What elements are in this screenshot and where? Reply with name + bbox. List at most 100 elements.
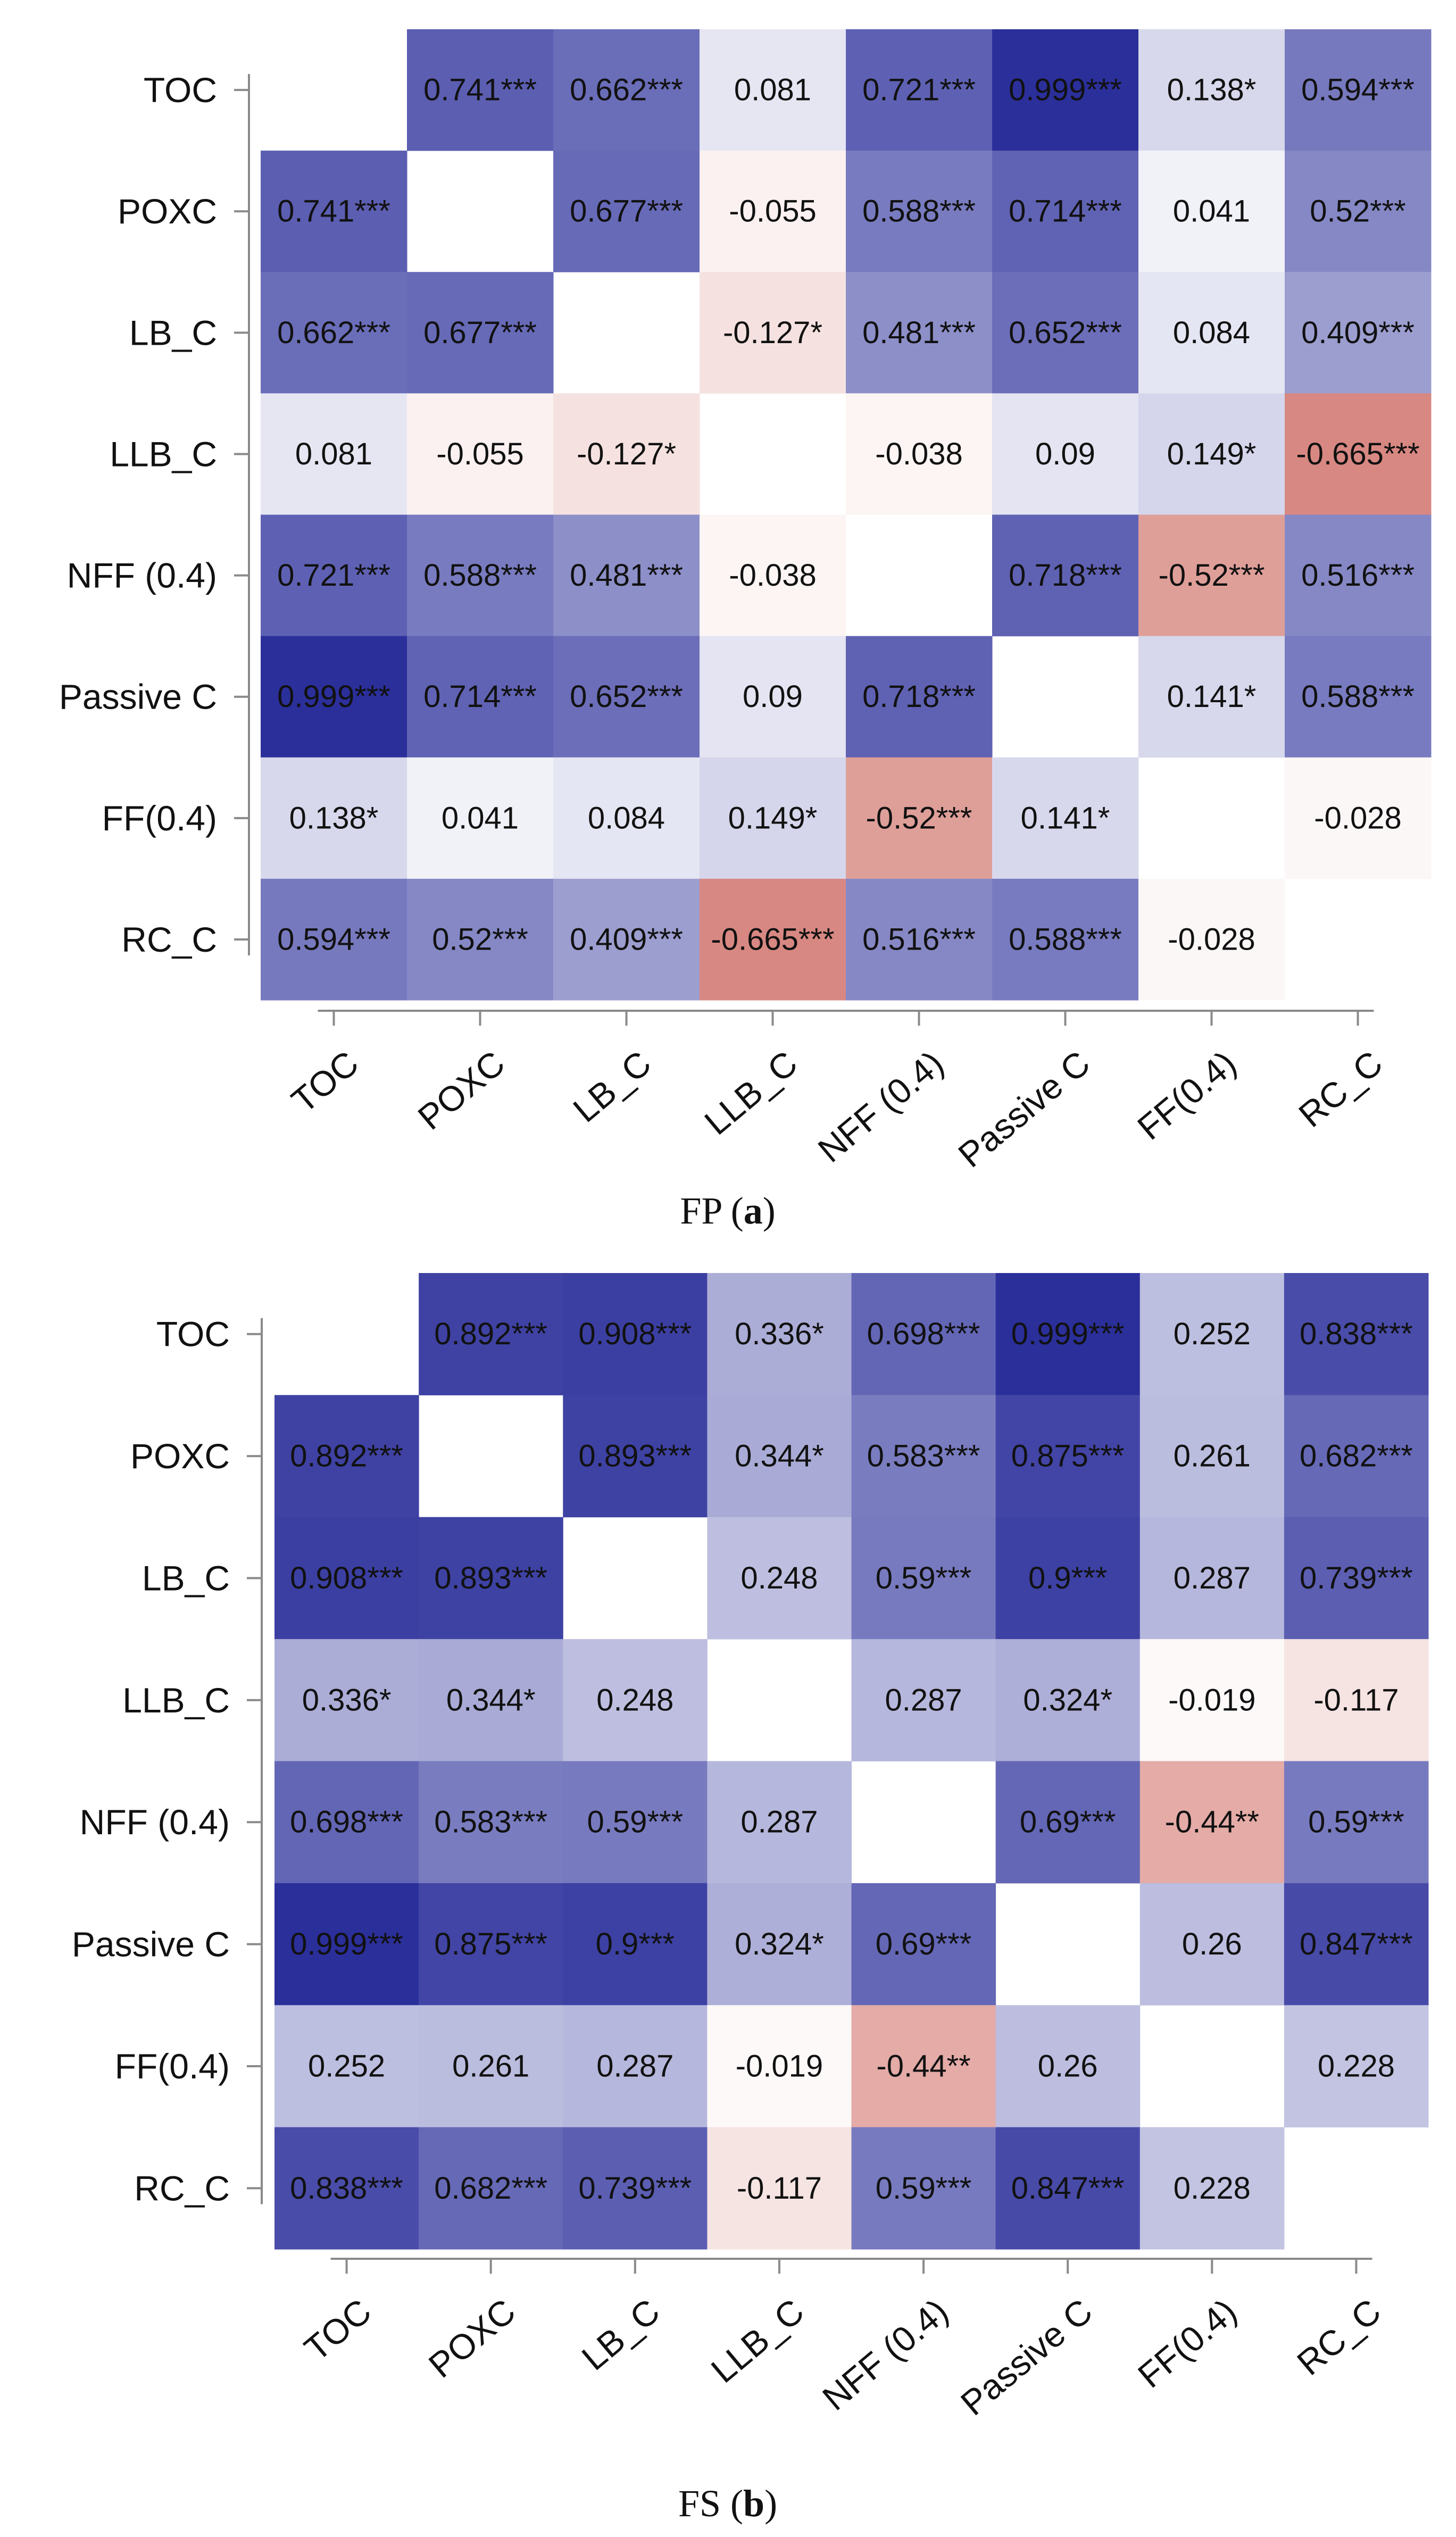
heatmap-cell	[1284, 1639, 1429, 1761]
column-label: Passive C	[951, 1043, 1097, 1175]
cell-value-label: 0.287	[885, 1683, 962, 1717]
cell-value-label: 0.583***	[434, 1805, 547, 1840]
panel-caption: FS (b)	[678, 2482, 777, 2525]
heatmap-cell	[407, 757, 554, 879]
heatmap-cell	[707, 1517, 852, 1640]
cell-value-label: 0.084	[588, 801, 665, 835]
heatmap-cell	[995, 1761, 1141, 1884]
column-label: RC_C	[1289, 2291, 1388, 2383]
heatmap-cell	[846, 29, 993, 151]
cell-value-label: 0.138*	[289, 801, 379, 835]
row-label: LB_C	[142, 1558, 230, 1598]
cell-value-label: 0.252	[1174, 1317, 1251, 1351]
cell-value-label: -0.019	[736, 2049, 823, 2083]
column-label: POXC	[411, 1043, 512, 1137]
heatmap-cell	[553, 514, 700, 637]
row-label: RC_C	[134, 2168, 230, 2208]
heatmap-cell	[553, 151, 700, 272]
cell-value-label: 0.09	[1035, 437, 1095, 471]
heatmap-cell	[851, 1517, 996, 1640]
cell-value-label: 0.682***	[434, 2171, 547, 2206]
heatmap-cell	[995, 1517, 1141, 1640]
heatmap-cell	[1285, 636, 1432, 758]
cell-value-label: 0.662***	[570, 73, 683, 107]
heatmap-cell	[1285, 757, 1432, 879]
heatmap-cell	[1138, 151, 1285, 272]
column-label: RC_C	[1291, 1043, 1390, 1135]
cell-value-label: -0.019	[1168, 1683, 1255, 1717]
cell-value-label: 0.26	[1182, 1927, 1242, 1961]
heatmap-cell	[274, 2127, 419, 2250]
caption-letter: a	[744, 1190, 763, 1232]
cell-value-label: -0.52***	[866, 801, 972, 835]
cell-value-label: 0.248	[741, 1561, 818, 1595]
heatmap-cell	[1139, 1273, 1285, 1395]
heatmap-cell	[274, 1883, 419, 2006]
cell-value-label: 0.9***	[596, 1927, 675, 1961]
cell-value-label: 0.588***	[862, 194, 976, 229]
heatmap-cell	[1139, 1639, 1285, 1761]
caption-suffix: )	[764, 2482, 777, 2525]
cell-value-label: -0.44**	[1165, 1805, 1259, 1840]
cell-value-label: 0.59***	[587, 1805, 684, 1840]
cell-value-label: 0.287	[596, 2049, 673, 2083]
cell-value-label: 0.718***	[1009, 558, 1122, 593]
cell-value-label: 0.081	[295, 437, 372, 471]
cell-value-label: 0.588***	[1009, 922, 1122, 956]
heatmap-cell	[553, 29, 700, 151]
cell-value-label: 0.908***	[578, 1317, 692, 1351]
heatmap-cell	[851, 1639, 996, 1761]
heatmap-cell	[1139, 1395, 1285, 1518]
row-label: TOC	[156, 1315, 230, 1354]
heatmap-cell	[1138, 636, 1285, 758]
heatmap-cell	[851, 1273, 996, 1395]
heatmap-panel-a: 0.741*** 0.662*** 0.081 0.721*** 0.999*** 0.1…	[59, 29, 1432, 1232]
cell-value-label: 0.141*	[1021, 801, 1110, 835]
cell-value-label: 0.739***	[1300, 1561, 1413, 1595]
heatmap-cell	[553, 393, 700, 515]
heatmap-cell	[1284, 1273, 1429, 1395]
heatmap-cell	[992, 29, 1139, 151]
heatmap-cell	[851, 2005, 996, 2128]
cell-value-label: -0.117	[1313, 1683, 1399, 1717]
heatmap-cell	[846, 878, 993, 1001]
cell-value-label: 0.838***	[1300, 1317, 1413, 1351]
cell-value-label: 0.149*	[728, 801, 818, 835]
heatmap-cell	[1284, 2005, 1429, 2128]
cell-value-label: 0.138*	[1167, 73, 1257, 107]
heatmap-cell	[563, 1395, 708, 1518]
heatmap-cell	[995, 1395, 1141, 1518]
cell-value-label: 0.588***	[1301, 679, 1415, 714]
heatmap-cell	[846, 636, 993, 758]
heatmap-cell	[1285, 393, 1432, 515]
caption-suffix: )	[763, 1190, 776, 1232]
cell-value-label: 0.481***	[862, 315, 976, 350]
cell-value-label: 0.084	[1173, 315, 1250, 350]
heatmap-cell	[992, 878, 1139, 1001]
cell-value-label: 0.52***	[1310, 194, 1406, 229]
heatmap-cell	[553, 636, 700, 758]
heatmap-cell	[274, 1395, 419, 1518]
cell-value-label: 0.409***	[1301, 315, 1415, 350]
cell-value-label: 0.893***	[578, 1439, 692, 1474]
cell-value-label: 0.041	[1173, 194, 1250, 229]
heatmap-cell	[995, 2005, 1141, 2128]
cell-value-label: 0.344*	[735, 1439, 824, 1474]
cell-value-label: -0.038	[875, 437, 962, 471]
heatmap-cell	[261, 151, 407, 272]
cell-value-label: 0.875***	[434, 1927, 547, 1961]
row-label: Passive C	[59, 677, 217, 717]
cell-value-label: 0.9***	[1028, 1561, 1107, 1595]
cell-value-label: 0.324*	[1023, 1683, 1112, 1717]
cell-value-label: 0.721***	[862, 73, 976, 107]
cell-value-label: 0.481***	[570, 558, 683, 593]
cell-value-label: 0.892***	[434, 1317, 547, 1351]
heatmap-cell	[1138, 878, 1285, 1001]
heatmap-cell	[707, 2005, 852, 2128]
cell-value-label: 0.739***	[578, 2171, 692, 2206]
heatmap-cell	[1284, 1761, 1429, 1884]
heatmap-cell	[1284, 1883, 1429, 2006]
cell-value-label: 0.714***	[1009, 194, 1122, 229]
column-label: LB_C	[575, 2291, 667, 2378]
cell-value-label: 0.228	[1318, 2049, 1395, 2083]
